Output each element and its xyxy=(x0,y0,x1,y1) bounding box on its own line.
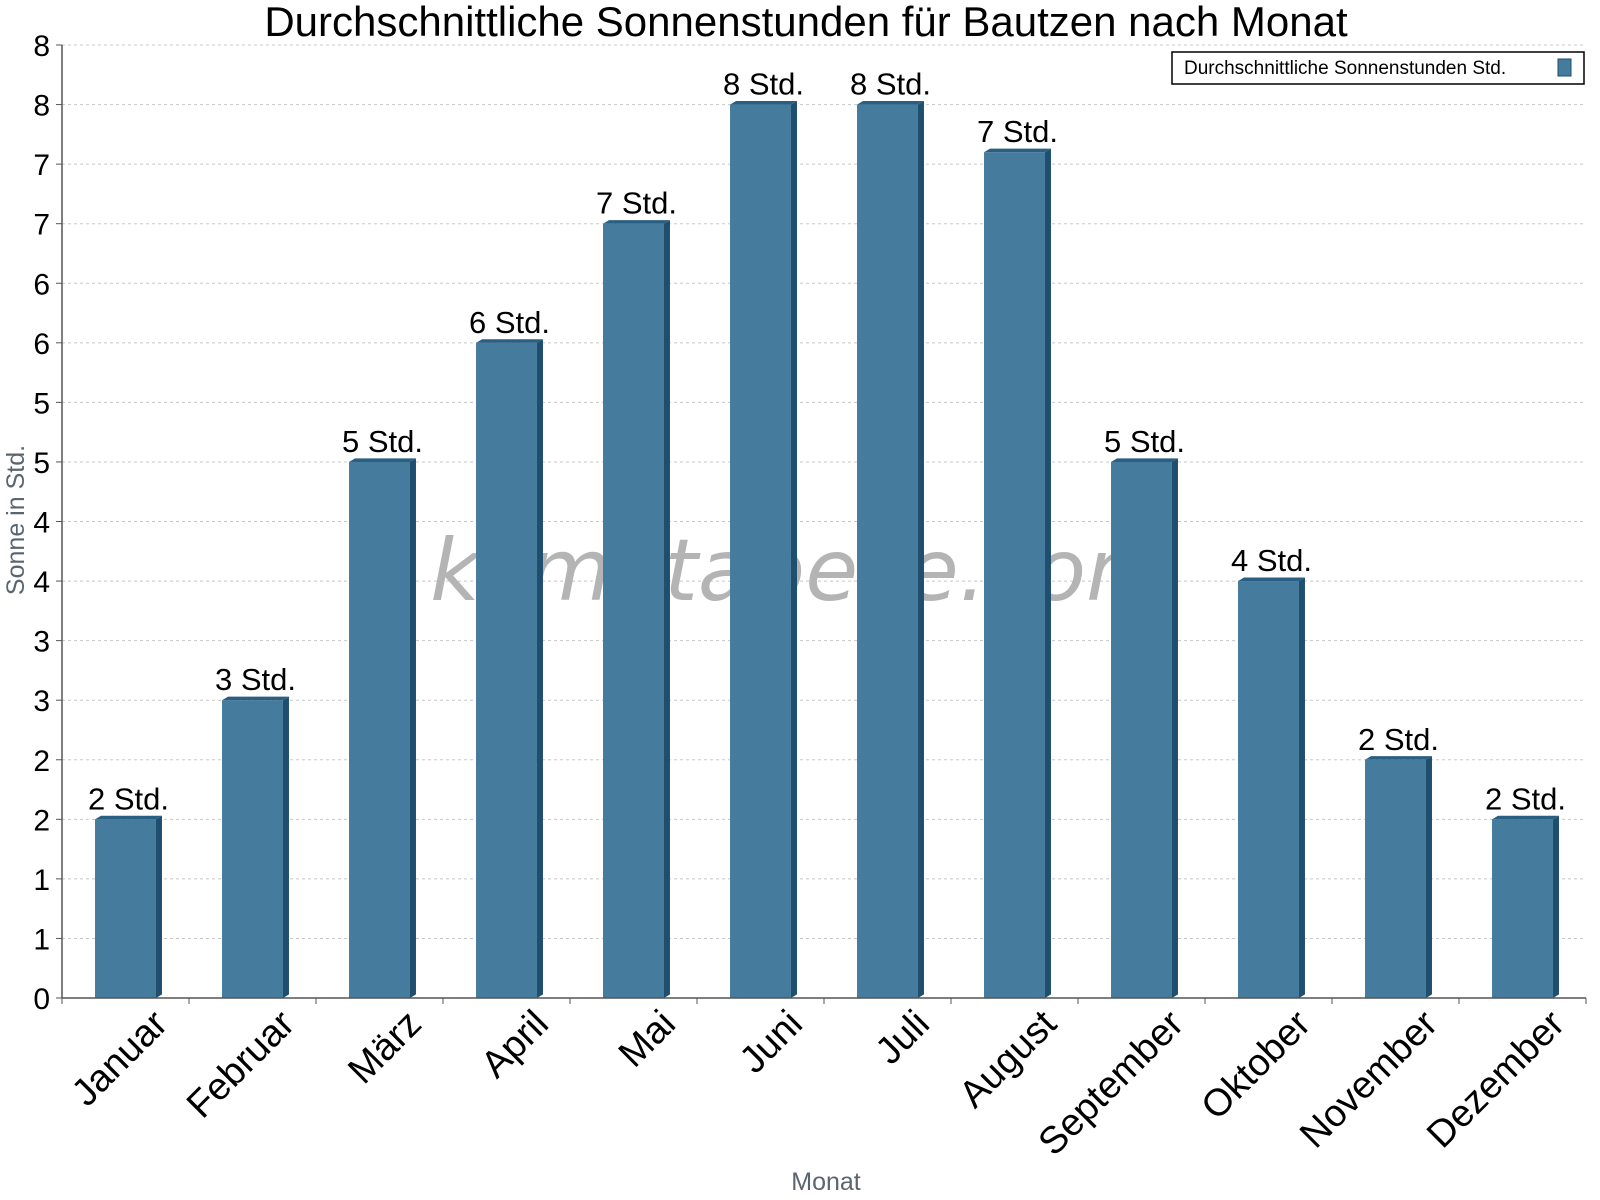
bar xyxy=(349,461,410,998)
y-tick-label: 3 xyxy=(33,626,50,659)
y-tick-label: 4 xyxy=(33,507,50,540)
data-label: 2 Std. xyxy=(1485,781,1566,816)
y-tick-label: 8 xyxy=(33,30,50,63)
axes xyxy=(56,44,1587,1004)
legend: Durchschnittliche Sonnenstunden Std. xyxy=(1171,51,1585,85)
bar-side xyxy=(282,696,289,998)
y-tick-label: 2 xyxy=(33,745,50,778)
bar xyxy=(95,819,156,998)
legend-label: Durchschnittliche Sonnenstunden Std. xyxy=(1184,58,1506,79)
data-label: 2 Std. xyxy=(1358,722,1439,757)
x-tick-label: August xyxy=(952,1002,1066,1116)
y-tick-label: 7 xyxy=(33,149,50,182)
bar xyxy=(857,104,918,998)
x-tick-label: Februar xyxy=(179,1002,303,1126)
x-tick-label: November xyxy=(1292,1002,1446,1156)
y-tick-label: 0 xyxy=(33,983,50,1016)
bar-top xyxy=(1365,756,1432,760)
data-label: 8 Std. xyxy=(723,67,804,102)
bar-top xyxy=(984,148,1051,153)
bar xyxy=(603,223,664,998)
bar-top xyxy=(222,696,289,701)
bar-side xyxy=(1171,458,1178,998)
bar-side xyxy=(1044,148,1051,999)
chart-title: Durchschnittliche Sonnenstunden für Baut… xyxy=(264,0,1348,45)
y-tick-label: 7 xyxy=(33,209,50,242)
data-label: 6 Std. xyxy=(469,305,550,340)
bar xyxy=(476,342,537,998)
x-tick-label: Juli xyxy=(868,1003,938,1073)
y-tick-label: 8 xyxy=(33,90,50,123)
y-tick-label: 5 xyxy=(33,447,50,480)
bar-side xyxy=(1425,756,1432,998)
bar-side xyxy=(663,220,670,998)
bar-side xyxy=(790,100,797,998)
bar-side xyxy=(155,815,162,998)
data-label: 2 Std. xyxy=(88,781,169,816)
bar-top xyxy=(603,220,670,224)
bars xyxy=(95,100,1559,999)
bar-side xyxy=(917,100,924,998)
x-tick-label: Dezember xyxy=(1419,1002,1573,1156)
bar-top xyxy=(1111,458,1178,462)
y-tick-label: 3 xyxy=(33,685,50,718)
y-tick-label: 1 xyxy=(33,923,50,956)
bar-top xyxy=(349,458,416,462)
y-tick-label: 1 xyxy=(33,864,50,897)
y-tick-label: 6 xyxy=(33,268,50,301)
bar-side xyxy=(1298,577,1305,998)
bar xyxy=(1492,819,1553,998)
bar-side xyxy=(1552,815,1559,998)
bar xyxy=(984,152,1045,998)
y-tick-label: 5 xyxy=(33,387,50,420)
y-tick-label: 4 xyxy=(33,566,50,599)
x-tick-label: März xyxy=(340,1003,429,1092)
data-label: 7 Std. xyxy=(977,114,1058,149)
x-tick-label: Oktober xyxy=(1194,1002,1320,1128)
legend-swatch xyxy=(1557,58,1572,77)
x-tick-label: Mai xyxy=(611,1003,684,1076)
y-tick-label: 2 xyxy=(33,804,50,837)
data-label: 4 Std. xyxy=(1231,543,1312,578)
data-label: 3 Std. xyxy=(215,662,296,697)
y-tick-label: 6 xyxy=(33,328,50,361)
x-tick-label: April xyxy=(473,1003,556,1086)
bar xyxy=(730,104,791,998)
bar-side xyxy=(536,339,543,998)
data-label: 5 Std. xyxy=(1104,424,1185,459)
bar-top xyxy=(1492,815,1559,820)
bar xyxy=(1238,581,1299,998)
x-tick-label: Juni xyxy=(732,1003,811,1082)
legend-box xyxy=(1171,51,1585,85)
data-label: 7 Std. xyxy=(596,186,677,221)
x-axis-label: Monat xyxy=(791,1168,861,1196)
bar-top xyxy=(857,100,924,105)
bar-top xyxy=(476,339,543,343)
bar-top xyxy=(730,100,797,105)
bar xyxy=(1111,461,1172,998)
bar xyxy=(1365,759,1426,998)
bar-top xyxy=(95,815,162,820)
bar-side xyxy=(409,458,416,998)
bar-top xyxy=(1238,577,1305,582)
data-label: 5 Std. xyxy=(342,424,423,459)
y-axis-label: Sonne in Std. xyxy=(2,445,30,595)
bar xyxy=(222,700,283,998)
data-labels: 2 Std. 3 Std. 5 Std. 6 Std. 7 Std. 8 Std. 8 St… xyxy=(88,67,1566,817)
x-tick-label: Januar xyxy=(64,1002,176,1114)
data-label: 8 Std. xyxy=(850,67,931,102)
gridlines xyxy=(62,44,1586,939)
